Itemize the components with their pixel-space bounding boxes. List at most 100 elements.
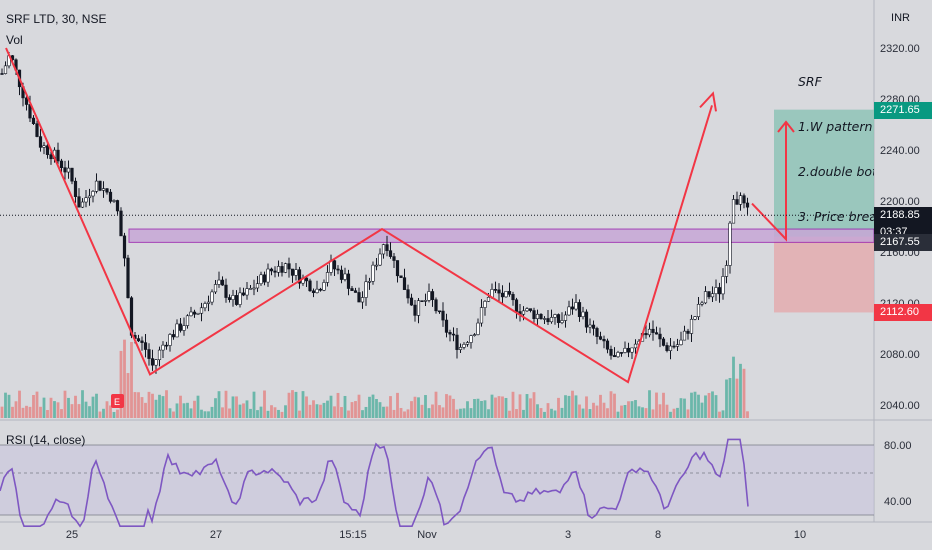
candle-body bbox=[486, 296, 491, 302]
candle-body bbox=[556, 314, 561, 323]
candle-body bbox=[521, 310, 526, 315]
candle-body bbox=[80, 201, 85, 208]
symbol-title: SRF LTD, 30, NSE bbox=[6, 12, 107, 26]
candle-body bbox=[259, 274, 263, 285]
volume-bar bbox=[81, 390, 84, 418]
candle-body bbox=[350, 288, 354, 292]
volume-bar bbox=[84, 401, 88, 418]
volume-bar bbox=[74, 395, 77, 418]
rsi-tick-label: 80.00 bbox=[884, 440, 912, 452]
candle-body bbox=[469, 335, 473, 343]
volume-bar bbox=[39, 406, 42, 418]
price-tick-label: 2080.00 bbox=[880, 349, 920, 361]
volume-bar bbox=[343, 395, 347, 418]
candle-body bbox=[658, 333, 662, 340]
volume-bar bbox=[532, 392, 536, 418]
volume-bar bbox=[613, 393, 616, 418]
volume-bar bbox=[340, 407, 343, 418]
volume-bar bbox=[529, 398, 532, 418]
volume-bar bbox=[599, 394, 602, 418]
resistance-zone bbox=[128, 228, 875, 243]
candle-body bbox=[563, 314, 568, 321]
candle-body bbox=[735, 199, 739, 205]
volume-bar bbox=[609, 391, 613, 418]
volume-bar bbox=[672, 408, 676, 418]
volume-bar bbox=[116, 409, 119, 418]
volume-bar bbox=[725, 379, 728, 418]
candle-body bbox=[577, 302, 582, 318]
candle-body bbox=[570, 306, 575, 310]
candle-body bbox=[360, 297, 365, 303]
candle-body bbox=[703, 291, 708, 304]
candle-body bbox=[339, 269, 344, 280]
candle-body bbox=[584, 311, 589, 328]
candle-body bbox=[661, 338, 666, 346]
volume-bar bbox=[700, 402, 704, 418]
volume-bar bbox=[420, 404, 424, 418]
volume-bar bbox=[525, 394, 529, 418]
volume-bar bbox=[669, 411, 672, 418]
volume-bar bbox=[42, 397, 46, 418]
volume-bar bbox=[630, 401, 634, 418]
volume-bar bbox=[175, 403, 179, 418]
volume-bar bbox=[98, 411, 102, 418]
rsi-line bbox=[0, 438, 749, 528]
volume-bar bbox=[403, 411, 406, 418]
candle-body bbox=[59, 160, 64, 168]
volume-bar bbox=[196, 395, 200, 418]
volume-bar bbox=[35, 391, 39, 418]
candle-body bbox=[98, 180, 102, 191]
volume-bar bbox=[46, 410, 49, 418]
volume-bar bbox=[168, 408, 172, 418]
time-tick-label: 3 bbox=[565, 529, 571, 541]
volume-bar bbox=[308, 404, 312, 418]
volume-bar bbox=[277, 409, 280, 418]
candle-body bbox=[294, 269, 298, 276]
last-price-label: 2188.85 bbox=[874, 207, 932, 225]
candle-body bbox=[672, 345, 676, 348]
candle-body bbox=[458, 347, 463, 350]
volume-bar bbox=[427, 408, 431, 418]
candle-body bbox=[742, 195, 746, 204]
candle-body bbox=[252, 287, 256, 290]
candle-body bbox=[609, 348, 613, 356]
volume-bar bbox=[329, 395, 333, 418]
candle-body bbox=[353, 290, 358, 293]
volume-bar bbox=[112, 411, 116, 418]
candle-body bbox=[185, 315, 190, 326]
volume-bar bbox=[595, 405, 599, 418]
volume-bar bbox=[452, 398, 455, 418]
volume-bar bbox=[315, 404, 319, 418]
candle-body bbox=[479, 307, 484, 324]
candle-body bbox=[546, 318, 550, 323]
volume-bar bbox=[469, 408, 473, 418]
candle-body bbox=[385, 244, 389, 251]
volume-bar bbox=[490, 394, 494, 418]
time-tick-label: 8 bbox=[655, 529, 661, 541]
candle-body bbox=[395, 260, 400, 277]
candle-body bbox=[507, 291, 512, 295]
candle-body bbox=[378, 253, 382, 266]
volume-bar bbox=[557, 397, 560, 418]
volume-bar bbox=[56, 402, 60, 418]
volume-bar bbox=[690, 392, 693, 418]
volume-bar bbox=[305, 396, 308, 418]
volume-bar bbox=[487, 409, 490, 418]
candle-body bbox=[511, 294, 515, 301]
volume-bar bbox=[592, 402, 595, 418]
candle-body bbox=[343, 273, 347, 280]
candle-body bbox=[70, 167, 74, 182]
volume-bar bbox=[357, 394, 361, 418]
volume-bar bbox=[588, 409, 592, 418]
volume-bar bbox=[564, 395, 567, 418]
candle-body bbox=[157, 349, 162, 360]
volume-bar bbox=[140, 397, 144, 418]
earnings-marker bbox=[111, 394, 124, 408]
candle-body bbox=[269, 268, 274, 272]
volume-bar bbox=[693, 391, 697, 418]
candle-body bbox=[77, 196, 81, 208]
candle-body bbox=[626, 347, 631, 353]
candle-body bbox=[717, 287, 722, 295]
